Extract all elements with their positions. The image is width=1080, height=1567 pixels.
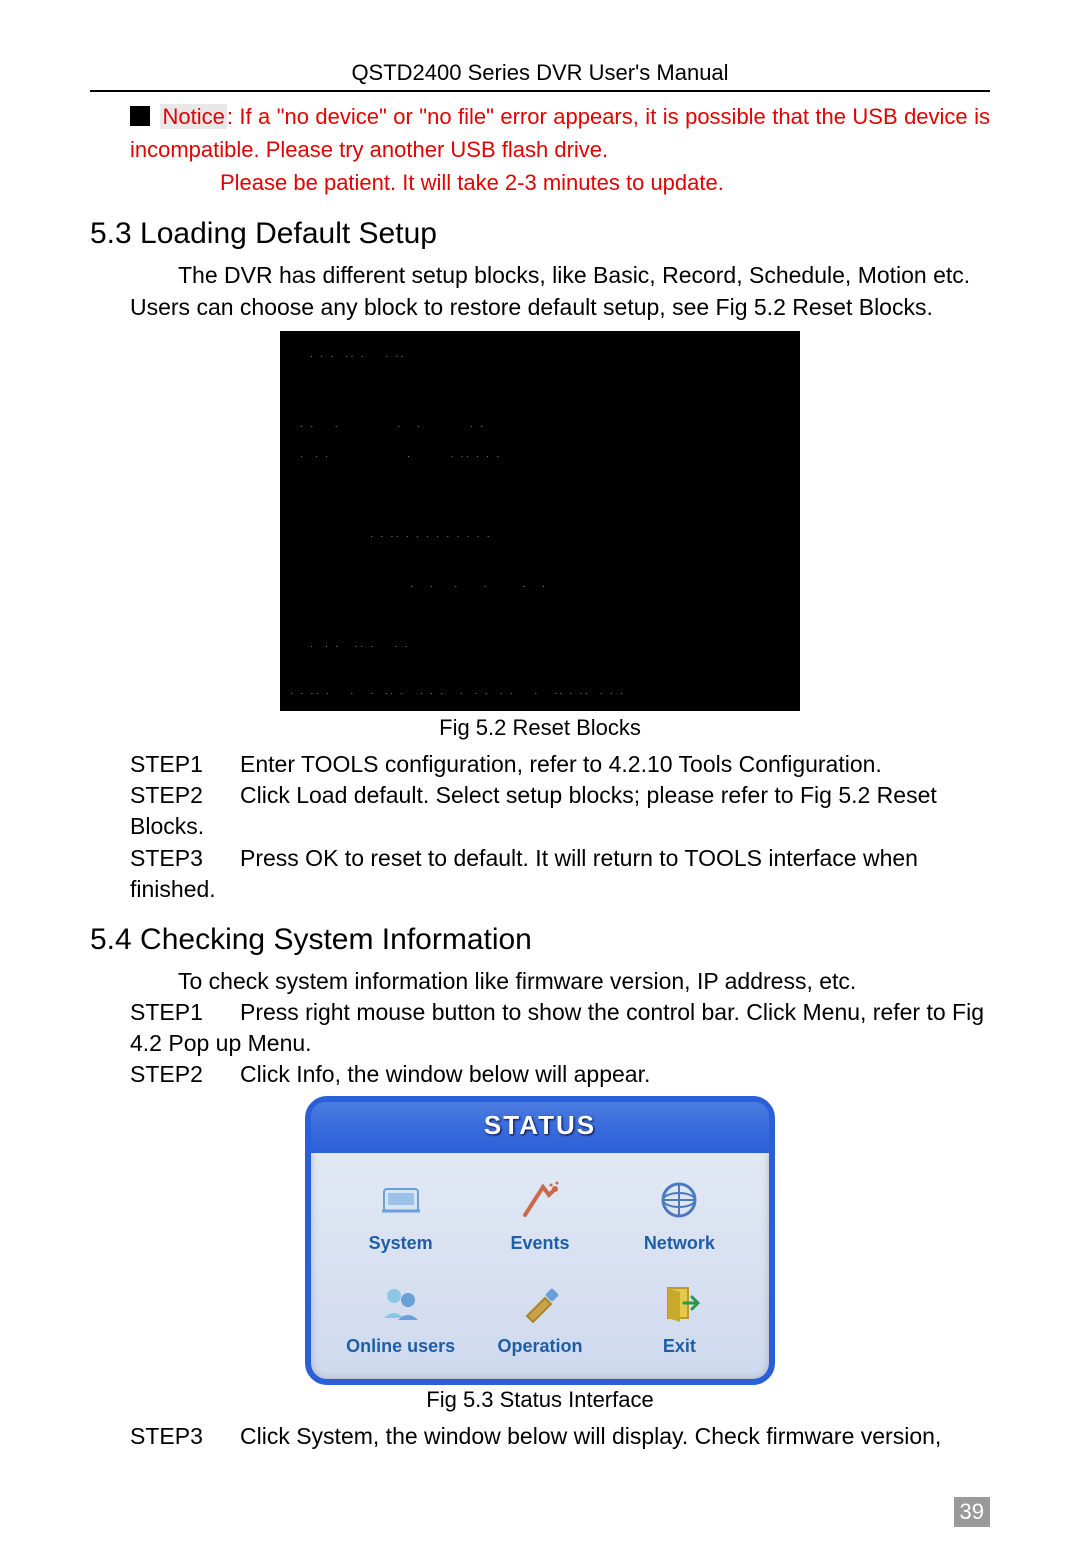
notice-text: : If a "no device" or "no file" error ap… [130, 104, 990, 162]
decorative-noise: · · ·· · · · ·· · · · · · · · · · · ·· ·… [290, 688, 790, 699]
exit-icon [654, 1278, 704, 1328]
step1-text: Enter TOOLS configuration, refer to 4.2.… [240, 751, 882, 777]
decorative-noise: · · · · · ·· · · · [300, 451, 501, 462]
notice-block: Notice: If a "no device" or "no file" er… [130, 100, 990, 166]
status-item-label: Exit [610, 1336, 749, 1357]
header-divider [90, 90, 990, 92]
notice-icon [130, 106, 150, 126]
status-item-label: Online users [331, 1336, 470, 1357]
step2-text: Click Load default. Select setup blocks;… [130, 782, 937, 839]
status-item-events[interactable]: Events [470, 1175, 609, 1254]
decorative-noise: · · · ·· · · ·· [310, 351, 406, 362]
decorative-noise: · · · · · · [410, 581, 547, 592]
step3-text: Press OK to reset to default. It will re… [130, 845, 918, 902]
status-item-label: Events [470, 1233, 609, 1254]
step1-text: Press right mouse button to show the con… [130, 999, 984, 1056]
status-item-label: System [331, 1233, 470, 1254]
step2-label: STEP2 [130, 1059, 240, 1090]
figure-5-3-caption: Fig 5.3 Status Interface [90, 1387, 990, 1413]
status-item-label: Network [610, 1233, 749, 1254]
decorative-noise: · · ·· · · · · · · · · · [370, 531, 492, 542]
step3-label: STEP3 [130, 843, 240, 874]
status-grid: System Events Network Online users [311, 1153, 769, 1361]
network-icon [654, 1175, 704, 1225]
status-panel: STATUS System Events Network [305, 1096, 775, 1385]
status-panel-title: STATUS [311, 1102, 769, 1153]
section-5-3-steps: STEP1Enter TOOLS configuration, refer to… [130, 749, 990, 904]
step-row: STEP1Enter TOOLS configuration, refer to… [130, 749, 990, 780]
online-users-icon [376, 1278, 426, 1328]
section-5-4-intro: To check system information like firmwar… [130, 965, 990, 997]
step2-label: STEP2 [130, 780, 240, 811]
step1-label: STEP1 [130, 749, 240, 780]
notice-label: Notice [160, 104, 226, 129]
status-item-system[interactable]: System [331, 1175, 470, 1254]
decorative-noise: · · · · · · · [300, 421, 485, 432]
section-5-4-steps-top: STEP1Press right mouse button to show th… [130, 997, 990, 1090]
events-icon [515, 1175, 565, 1225]
status-item-label: Operation [470, 1336, 609, 1357]
step-row: STEP3Click System, the window below will… [130, 1421, 990, 1452]
status-item-exit[interactable]: Exit [610, 1278, 749, 1357]
system-icon [376, 1175, 426, 1225]
step-row: STEP2Click Load default. Select setup bl… [130, 780, 990, 842]
section-5-4-heading: 5.4 Checking System Information [90, 923, 990, 957]
notice-patience: Please be patient. It will take 2-3 minu… [220, 166, 990, 199]
step1-label: STEP1 [130, 997, 240, 1028]
status-item-online-users[interactable]: Online users [331, 1278, 470, 1357]
status-item-operation[interactable]: Operation [470, 1278, 609, 1357]
page-number: 39 [954, 1497, 990, 1527]
step-row: STEP1Press right mouse button to show th… [130, 997, 990, 1059]
section-5-3-heading: 5.3 Loading Default Setup [90, 217, 990, 251]
page-header: QSTD2400 Series DVR User's Manual [90, 60, 990, 90]
step3-text: Click System, the window below will disp… [240, 1423, 941, 1449]
step3-label: STEP3 [130, 1421, 240, 1452]
section-5-3-intro: The DVR has different setup blocks, like… [130, 259, 990, 323]
section-5-4-steps-bottom: STEP3Click System, the window below will… [130, 1421, 990, 1452]
figure-5-2-reset-blocks: · · · ·· · · ·· · · · · · · · · · · · · … [280, 331, 800, 711]
step-row: STEP3Press OK to reset to default. It wi… [130, 843, 990, 905]
status-item-network[interactable]: Network [610, 1175, 749, 1254]
figure-5-2-caption: Fig 5.2 Reset Blocks [90, 715, 990, 741]
decorative-noise: · · · ·· · · · [310, 641, 410, 652]
step-row: STEP2Click Info, the window below will a… [130, 1059, 990, 1090]
step2-text: Click Info, the window below will appear… [240, 1061, 650, 1087]
operation-icon [515, 1278, 565, 1328]
